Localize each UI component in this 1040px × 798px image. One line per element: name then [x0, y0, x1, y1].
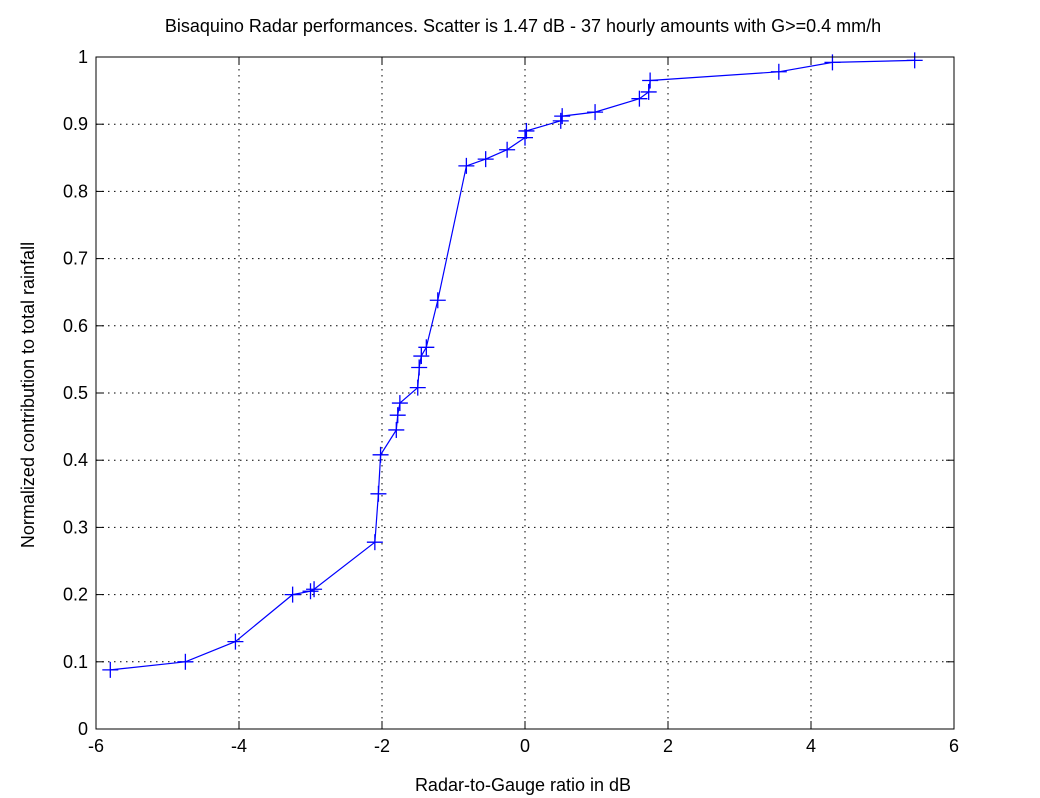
data-point-marker: [389, 407, 406, 424]
x-tick-labels: -6 -4 -2 0 2 4 6: [88, 736, 959, 756]
data-point-marker: [587, 104, 604, 121]
data-point-marker: [409, 379, 426, 396]
data-point-marker: [366, 534, 383, 551]
y-tick-label: 0.7: [63, 249, 88, 269]
y-tick-label: 0.6: [63, 316, 88, 336]
y-tick-label: 0.2: [63, 585, 88, 605]
data-point-marker: [418, 339, 435, 356]
data-point-marker: [388, 421, 405, 438]
data-point-marker: [631, 90, 648, 107]
x-tick-label: -2: [374, 736, 390, 756]
data-point-marker: [458, 157, 475, 174]
y-tick-label: 0.9: [63, 114, 88, 134]
x-tick-label: 6: [949, 736, 959, 756]
data-point-marker: [429, 292, 446, 309]
data-point-marker: [517, 129, 533, 146]
x-tick-label: 0: [520, 736, 530, 756]
y-tick-label: 0.3: [63, 517, 88, 537]
data-point-marker: [411, 359, 428, 376]
series-layer: [102, 52, 923, 678]
data-point-marker: [499, 141, 516, 158]
x-tick-label: 4: [806, 736, 816, 756]
data-point-marker: [413, 348, 430, 365]
data-point-marker: [227, 633, 244, 650]
x-axis-label: Radar-to-Gauge ratio in dB: [415, 775, 631, 795]
y-tick-label: 0: [78, 719, 88, 739]
y-axis-label: Normalized contribution to total rainfal…: [18, 242, 38, 548]
data-point-marker: [284, 586, 301, 603]
y-tick-label: 0.4: [63, 450, 88, 470]
grid: [96, 57, 954, 729]
data-point-marker: [372, 446, 389, 463]
chart-title: Bisaquino Radar performances. Scatter is…: [165, 16, 881, 36]
data-point-marker: [906, 52, 923, 69]
data-point-marker: [477, 151, 494, 168]
x-tick-label: -4: [231, 736, 247, 756]
data-point-marker: [370, 485, 387, 502]
data-point-marker: [770, 63, 787, 80]
data-point-marker: [102, 661, 119, 678]
y-tick-label: 1: [78, 47, 88, 67]
data-point-marker: [302, 583, 319, 600]
x-tick-label: -6: [88, 736, 104, 756]
ticks: [95, 56, 955, 730]
data-point-marker: [306, 581, 323, 598]
y-tick-label: 0.1: [63, 652, 88, 672]
y-tick-labels: 0 0.1 0.2 0.3 0.4 0.5 0.6 0.7 0.8 0.9 1: [63, 47, 88, 739]
y-tick-label: 0.8: [63, 181, 88, 201]
data-point-marker: [177, 653, 194, 670]
data-point-marker: [642, 72, 659, 89]
data-point-marker: [554, 108, 571, 125]
x-tick-label: 2: [663, 736, 673, 756]
y-tick-label: 0.5: [63, 383, 88, 403]
data-point-marker: [640, 83, 657, 100]
data-point-marker: [391, 395, 408, 412]
data-point-marker: [518, 122, 535, 139]
